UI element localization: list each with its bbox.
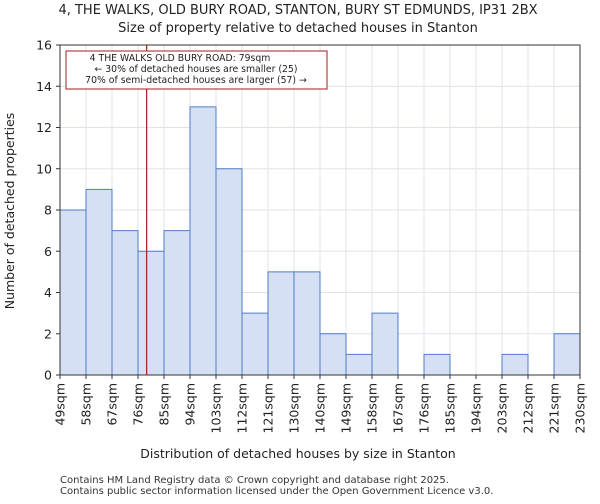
- x-tick-label: 121sqm: [261, 383, 276, 433]
- x-tick-label: 230sqm: [573, 383, 588, 433]
- bar-67sqm: [111, 230, 139, 376]
- y-tick-label: 14: [36, 79, 52, 94]
- x-tick-label: 130sqm: [287, 383, 302, 433]
- y-tick-label: 8: [44, 203, 52, 218]
- bar-149sqm: [345, 353, 373, 376]
- x-tick-label: 221sqm: [547, 383, 562, 433]
- x-tick-label: 58sqm: [79, 383, 94, 426]
- x-tick-label: 94sqm: [183, 383, 198, 426]
- x-tick-label: 203sqm: [495, 383, 510, 433]
- chart-title: 4, THE WALKS, OLD BURY ROAD, STANTON, BU…: [58, 3, 537, 18]
- bar-130sqm: [293, 271, 321, 376]
- y-tick-label: 10: [36, 161, 52, 176]
- x-tick-label: 67sqm: [105, 383, 120, 426]
- y-tick-label: 2: [44, 326, 52, 341]
- bar-176sqm: [423, 353, 451, 376]
- x-tick-label: 149sqm: [339, 383, 354, 433]
- x-tick-label: 194sqm: [469, 383, 484, 433]
- bar-158sqm: [371, 312, 399, 376]
- x-tick-label: 176sqm: [417, 383, 432, 433]
- annotation-line-1: 4 THE WALKS OLD BURY ROAD: 79sqm: [90, 53, 271, 64]
- footer-line-1: Contains HM Land Registry data © Crown c…: [60, 475, 449, 486]
- y-tick-label: 16: [36, 38, 52, 53]
- annotation-border: [65, 50, 328, 90]
- y-tick-label: 12: [36, 120, 52, 135]
- x-tick-label: 140sqm: [313, 383, 328, 433]
- x-tick-label: 212sqm: [521, 383, 536, 433]
- x-tick-label: 85sqm: [157, 383, 172, 426]
- bar-121sqm: [267, 271, 295, 376]
- y-tick-labels: 0 2 4 6 8 10 12 14 16: [36, 38, 60, 383]
- bar-203sqm: [501, 353, 529, 376]
- annotation-line-2: ← 30% of detached houses are smaller (25…: [95, 64, 298, 75]
- y-axis-label: Number of detached properties: [2, 113, 17, 310]
- x-tick-label: 112sqm: [235, 383, 250, 433]
- bar-49sqm: [59, 209, 87, 376]
- x-tick-label: 158sqm: [365, 383, 380, 433]
- bar-112sqm: [241, 312, 269, 376]
- x-tick-label: 185sqm: [443, 383, 458, 433]
- bar-58sqm: [85, 188, 113, 376]
- x-axis-label: Distribution of detached houses by size …: [140, 446, 455, 461]
- footer-line-2: Contains public sector information licen…: [60, 486, 493, 497]
- bar-221sqm: [553, 333, 581, 376]
- x-tick-label: 167sqm: [391, 383, 406, 433]
- bar-94sqm: [189, 106, 217, 376]
- x-tick-label: 49sqm: [53, 383, 68, 426]
- y-tick-label: 4: [44, 285, 52, 300]
- x-tick-labels: 49sqm 58sqm 67sqm 76sqm 85sqm 94sqm 103sqm 112s…: [53, 375, 588, 433]
- bar-140sqm: [319, 333, 347, 376]
- y-tick-label: 6: [44, 244, 52, 259]
- bar-103sqm: [215, 168, 243, 376]
- annotation-line-3: 70% of semi-detached houses are larger (…: [85, 75, 307, 86]
- annotation-box: 4 THE WALKS OLD BURY ROAD: 79sqm ← 30% o…: [65, 50, 328, 90]
- bar-76sqm: [137, 250, 165, 376]
- y-tick-label: 0: [44, 368, 52, 383]
- x-tick-label: 76sqm: [131, 383, 146, 426]
- x-tick-label: 103sqm: [209, 383, 224, 433]
- plot-frame: [59, 44, 581, 376]
- bar-85sqm: [163, 230, 191, 376]
- chart-subtitle: Size of property relative to detached ho…: [118, 21, 478, 36]
